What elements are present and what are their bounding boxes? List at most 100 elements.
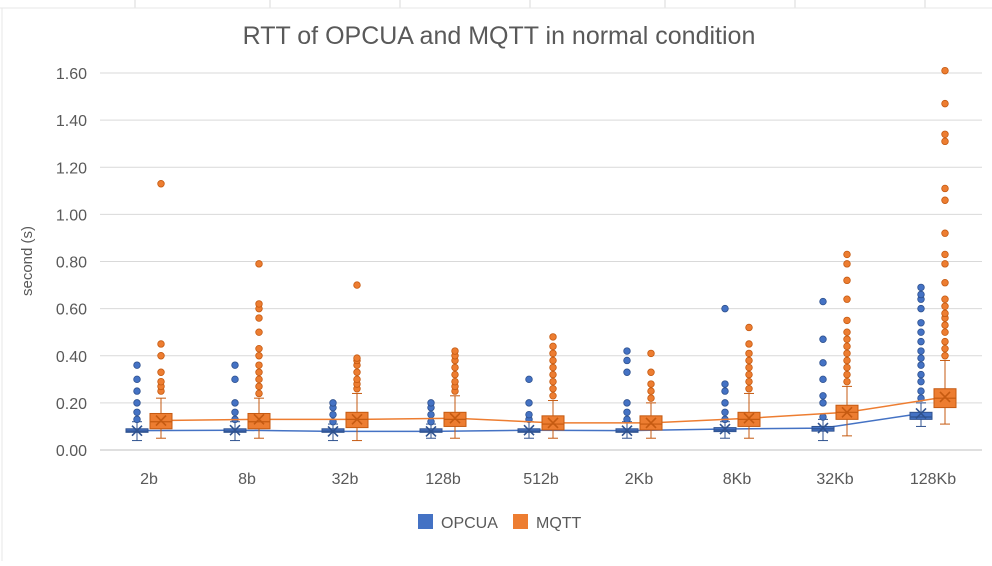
box-mqtt-128b [443,347,467,439]
box-iqr [909,411,933,420]
y-tick-label: 0.80 [56,255,87,272]
outlier-point [917,377,925,386]
mean-marker [131,425,143,437]
outlier-point [843,356,851,365]
legend: OPCUA MQTT [418,514,582,532]
y-tick-label: 1.60 [56,66,87,83]
outlier-point [255,382,263,391]
outlier-point [647,394,655,402]
outlier-point [157,377,165,386]
outlier-point [157,180,165,188]
outlier-point [647,349,655,358]
outlier-point [745,385,753,393]
x-tick-label: 32Kb [816,471,853,488]
outlier-point [941,352,949,360]
outlier-point [525,399,533,407]
x-tick-label: 2b [140,471,158,488]
legend-label-opcua: OPCUA [441,515,498,532]
outlier-point [255,328,263,336]
outlier-point [231,399,239,407]
outlier-point [647,387,655,395]
mean-marker [449,412,461,424]
outlier-point [353,368,361,376]
outlier-point [843,377,851,386]
mean-marker [915,407,927,420]
outlier-point [549,370,557,379]
outlier-point [353,375,361,384]
outlier-point [549,333,557,341]
box-mqtt-8Kb [737,323,761,439]
outlier-point [745,340,753,348]
outlier-point [133,387,141,395]
outlier-point [819,375,827,384]
outlier-point [917,290,925,299]
outlier-point [647,380,655,388]
mean-marker [253,413,265,425]
outlier-point [941,99,949,108]
legend-swatch-opcua [418,514,433,529]
outlier-point [329,399,337,407]
outlier-point [255,389,263,398]
y-tick-label: 1.20 [56,160,87,177]
outlier-point [255,352,263,360]
outlier-point [917,387,925,395]
y-tick-label: 0.40 [56,349,87,366]
outlier-point [231,361,239,369]
outlier-point [917,304,925,313]
outlier-point [721,387,729,395]
box-mqtt-2b [149,180,173,439]
outlier-point [941,66,949,75]
outlier-point [843,316,851,325]
outlier-point [255,368,263,376]
outlier-point [623,347,631,355]
chart-title: RTT of OPCUA and MQTT in normal conditio… [243,22,756,50]
legend-label-mqtt: MQTT [536,515,582,532]
outlier-point [623,399,631,407]
outlier-point [157,340,165,348]
mean-marker [939,391,951,403]
gridlines [100,72,982,451]
outlier-point [255,344,263,353]
outlier-point [255,361,263,369]
box-opcua-512b [517,375,541,439]
outlier-point [843,295,851,303]
outlier-point [843,276,851,285]
outlier-point [843,342,851,351]
outlier-point [721,399,729,407]
outlier-point [329,410,337,419]
outlier-point [549,377,557,386]
outlier-point [819,297,827,306]
outlier-point [745,356,753,365]
mean-marker [645,417,657,429]
outlier-point [941,295,949,303]
outlier-point [745,363,753,372]
legend-swatch-mqtt [513,514,528,529]
series-opcua [125,283,933,442]
y-tick-label: 0.60 [56,302,87,319]
outlier-point [819,399,827,407]
outlier-point [623,415,631,424]
box-opcua-128Kb [909,283,933,427]
outlier-point [647,368,655,376]
outlier-point [941,321,949,329]
y-tick-label: 1.40 [56,113,87,130]
mean-marker [229,424,241,436]
outlier-point [549,363,557,372]
outlier-point [133,361,141,369]
outlier-point [255,260,263,268]
outlier-point [941,196,949,204]
x-tick-label: 8Kb [723,471,752,488]
outlier-point [427,399,435,407]
outlier-point [133,399,141,407]
box-mqtt-8b [247,260,271,439]
x-tick-label: 128Kb [910,471,956,488]
outlier-point [525,410,533,419]
outlier-point [353,281,361,289]
box-mqtt-32b [345,281,369,442]
outlier-point [133,415,141,424]
outlier-point [843,349,851,358]
outlier-point [451,377,459,386]
outlier-point [843,335,851,343]
